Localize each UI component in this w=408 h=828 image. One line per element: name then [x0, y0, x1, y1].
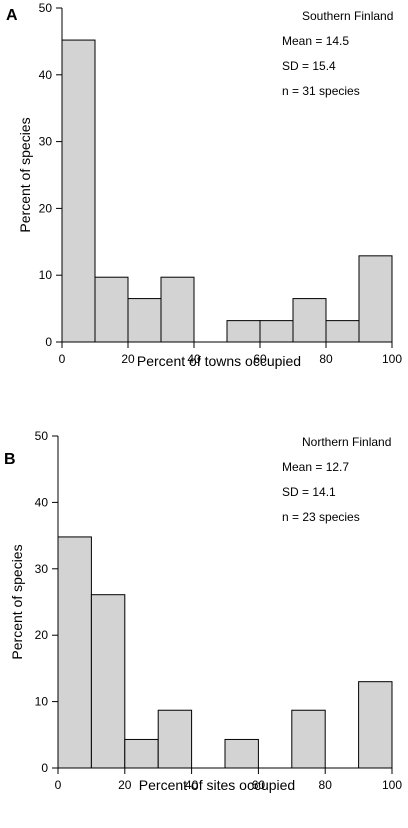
panel-a-y-tick-label-2: 20: [39, 201, 53, 215]
panel-b-annotation-2: SD = 14.1: [282, 485, 336, 499]
panel-a-bar-8: [325, 320, 360, 343]
panel-b-x-tick-label-2: 40: [185, 778, 199, 792]
panel-a-bar-6: [259, 320, 294, 343]
panel-b-annotation-1: Mean = 12.7: [282, 460, 349, 474]
panel-b-y-tick-label-0: 0: [41, 761, 48, 775]
panel-b-annotation-0: Northern Finland: [302, 435, 391, 449]
panel-a-y-axis-label: Percent of species: [17, 117, 33, 232]
panel-a-y-tick-label-0: 0: [45, 335, 52, 349]
panel-a-y-tick-label-4: 40: [39, 68, 53, 82]
panel-a-x-tick-label-1: 20: [121, 352, 135, 366]
panel-a-annotation-2: SD = 15.4: [282, 59, 336, 73]
panel-a-x-tick-label-0: 0: [59, 352, 66, 366]
panel-b-annotation-3: n = 23 species: [282, 510, 360, 524]
panel-a-y-tick-label-5: 50: [39, 1, 53, 15]
panel-a-y-tick-label-3: 30: [39, 135, 53, 149]
panel-a-bar-9: [358, 255, 393, 343]
panel-a-annotation-1: Mean = 14.5: [282, 34, 349, 48]
panel-a-bar-5: [226, 320, 261, 343]
panel-a-x-tick-label-4: 80: [319, 352, 333, 366]
panel-b-bar-7: [291, 709, 326, 769]
panel-b-bar-2: [124, 738, 159, 769]
panel-a-bar-0: [61, 39, 96, 343]
panel-b-bar-5: [224, 738, 259, 769]
panel-b-x-tick-label-3: 60: [252, 778, 266, 792]
panel-a-bar-1: [94, 276, 129, 343]
panel-a-x-tick-label-5: 100: [382, 352, 402, 366]
panel-b-x-tick-label-0: 0: [55, 778, 62, 792]
panel-b-y-tick-label-3: 30: [35, 562, 49, 576]
panel-a-x-tick-label-2: 40: [187, 352, 201, 366]
panel-a-letter: A: [6, 7, 18, 24]
panel-a-annotation-0: Southern Finland: [302, 9, 393, 23]
panel-b-x-tick-label-1: 20: [118, 778, 132, 792]
panel-a-bar-2: [127, 298, 162, 343]
panel-b-y-axis-label: Percent of species: [9, 544, 25, 659]
panel-a-bar-7: [292, 298, 327, 343]
panel-b-y-tick-label-2: 20: [35, 628, 49, 642]
panel-b-x-tick-label-4: 80: [319, 778, 333, 792]
panel-a-y-tick-label-1: 10: [39, 268, 53, 282]
panel-b-x-axis-label: Percent of sites occupied: [139, 777, 295, 793]
panel-b-y-tick-label-1: 10: [35, 695, 49, 709]
panel-b-bar-1: [90, 594, 126, 769]
panel-a-annotation-3: n = 31 species: [282, 84, 360, 98]
panel-b-letter: B: [4, 451, 16, 468]
panel-b-bar-0: [57, 536, 92, 769]
panel-a-x-tick-label-3: 60: [253, 352, 267, 366]
panel-b-bar-3: [157, 709, 193, 769]
panel-b-bar-9: [358, 681, 393, 769]
panel-b-y-tick-label-5: 50: [35, 429, 49, 443]
panel-a-x-axis-label: Percent of towns occupied: [137, 353, 301, 369]
panel-b-y-tick-label-4: 40: [35, 495, 49, 509]
panel-b-x-tick-label-5: 100: [382, 778, 402, 792]
panel-a-bar-3: [160, 276, 195, 343]
